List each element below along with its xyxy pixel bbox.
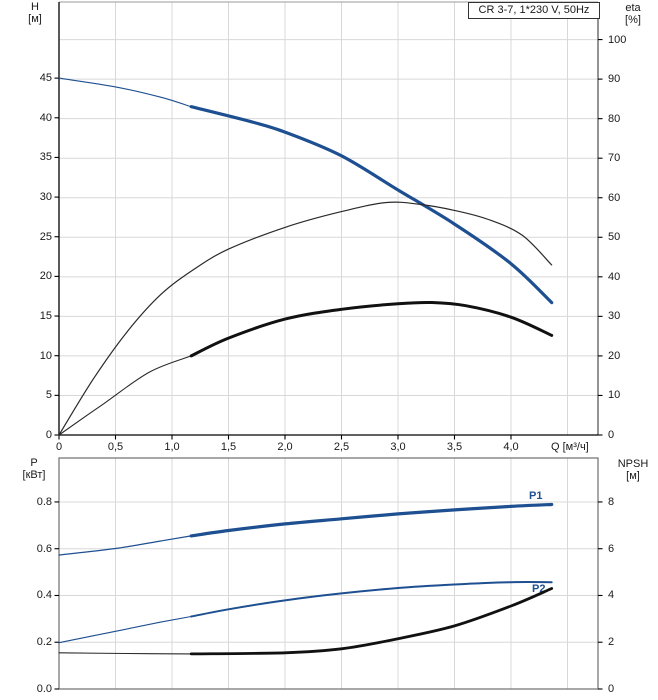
left-axis-tick-label: 10 bbox=[39, 349, 52, 362]
x-axis-tick-label: 1,5 bbox=[220, 441, 237, 453]
eta-pump-curve bbox=[58, 201, 553, 436]
left-axis-tick-label: 35 bbox=[39, 151, 52, 164]
p-axis-title-line1: P bbox=[30, 457, 38, 469]
left-axis-tick-label: 5 bbox=[45, 389, 52, 402]
x-axis-tick-label: 3,5 bbox=[446, 441, 463, 453]
left-axis-tick-label: 0.4 bbox=[36, 589, 52, 602]
right-axis-tick-label: 50 bbox=[608, 231, 621, 244]
head-curve-thin bbox=[58, 77, 192, 108]
left-axis-tick-label: 20 bbox=[39, 270, 52, 283]
plot-frame bbox=[58, 457, 599, 690]
x-axis-tick-label: 1,0 bbox=[164, 441, 180, 453]
npsh-axis-title: NPSH [м] bbox=[608, 458, 658, 482]
left-axis-tick-label: 40 bbox=[39, 111, 52, 124]
right-axis-tick-label: 20 bbox=[608, 349, 621, 362]
right-axis-tick-label: 10 bbox=[608, 389, 621, 402]
x-axis-tick-label: 2,0 bbox=[277, 441, 293, 453]
left-axis-tick-label: 25 bbox=[39, 230, 52, 243]
right-axis-tick-label: 30 bbox=[608, 310, 621, 323]
x-axis-tick-label: 0 bbox=[55, 441, 63, 453]
p2-curve-thin bbox=[58, 615, 192, 644]
h-axis-title-line1: H bbox=[31, 1, 39, 13]
p1-curve bbox=[189, 502, 554, 538]
eta-axis-title-line1: eta bbox=[625, 2, 641, 14]
left-axis-tick-label: 0.6 bbox=[36, 542, 52, 555]
x-axis-tick-label: 4,0 bbox=[503, 441, 519, 453]
npsh-curve-thin bbox=[58, 652, 192, 655]
right-axis-tick-label: 40 bbox=[608, 270, 621, 283]
right-axis-tick-label: 90 bbox=[608, 73, 621, 86]
p-axis-title-line2: [кВт] bbox=[22, 469, 46, 481]
p2-curve bbox=[190, 581, 553, 618]
left-axis-tick-label: 0.2 bbox=[36, 636, 52, 649]
head-curve bbox=[189, 105, 554, 305]
right-axis-tick-label: 2 bbox=[608, 636, 615, 649]
p2-curve-label: P2 bbox=[532, 583, 546, 595]
left-axis-tick-label: 0 bbox=[45, 429, 52, 441]
pump-type-label: CR 3-7, 1*230 V, 50Hz bbox=[468, 2, 600, 19]
eta-total-curve-thin bbox=[58, 355, 192, 436]
right-axis-tick-label: 6 bbox=[608, 542, 615, 555]
h-axis-title-line2: [м] bbox=[28, 13, 42, 25]
right-axis-tick-label: 70 bbox=[608, 152, 621, 165]
right-axis-tick-label: 80 bbox=[608, 112, 621, 125]
right-axis-tick-label: 100 bbox=[608, 33, 627, 46]
eta-axis-title-line2: [%] bbox=[625, 14, 641, 26]
left-axis-tick-label: 45 bbox=[39, 72, 52, 85]
left-axis-tick-label: 15 bbox=[39, 310, 52, 323]
p1-curve-thin bbox=[58, 535, 192, 556]
left-axis-tick-label: 30 bbox=[39, 191, 52, 204]
p1-curve-label: P1 bbox=[529, 490, 543, 502]
x-axis-tick-label: 3,0 bbox=[390, 441, 406, 453]
right-axis-tick-label: 8 bbox=[608, 495, 615, 508]
eta-total-curve bbox=[189, 300, 554, 358]
npsh-axis-title-line1: NPSH bbox=[617, 458, 649, 470]
x-axis-tick-label: 2,5 bbox=[333, 441, 350, 453]
h-axis-title: H [м] bbox=[22, 1, 48, 25]
right-axis-tick-label: 0 bbox=[608, 683, 615, 695]
right-axis-tick-label: 60 bbox=[608, 191, 621, 204]
npsh-axis-title-line2: [м] bbox=[626, 470, 640, 482]
eta-axis-title: eta [%] bbox=[614, 2, 652, 26]
left-axis-tick-label: 0.8 bbox=[36, 495, 52, 508]
right-axis-tick-label: 0 bbox=[608, 429, 615, 441]
x-axis-tick-label: 0,5 bbox=[107, 441, 124, 453]
npsh-curve bbox=[189, 587, 554, 656]
q-axis-unit-label: Q [м³/ч] bbox=[551, 441, 589, 453]
left-axis-tick-label: 0.0 bbox=[36, 683, 52, 695]
right-axis-tick-label: 4 bbox=[608, 589, 615, 602]
p-axis-title: P [кВт] bbox=[14, 457, 54, 481]
